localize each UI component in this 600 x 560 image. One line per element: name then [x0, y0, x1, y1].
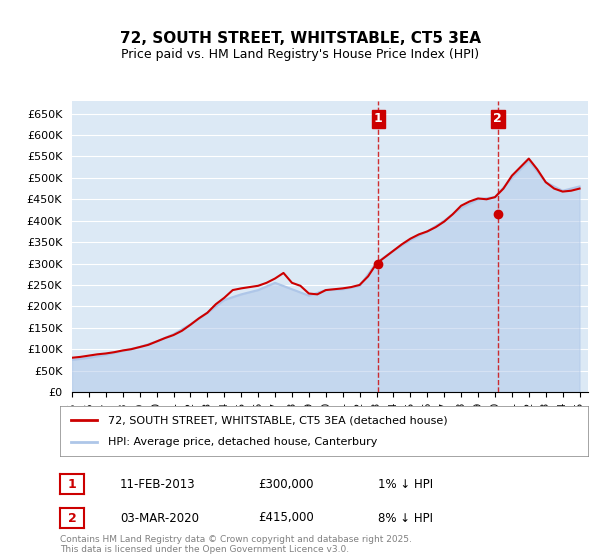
- Text: 72, SOUTH STREET, WHITSTABLE, CT5 3EA: 72, SOUTH STREET, WHITSTABLE, CT5 3EA: [119, 31, 481, 46]
- Text: Contains HM Land Registry data © Crown copyright and database right 2025.
This d: Contains HM Land Registry data © Crown c…: [60, 535, 412, 554]
- Text: Price paid vs. HM Land Registry's House Price Index (HPI): Price paid vs. HM Land Registry's House …: [121, 48, 479, 60]
- Text: 1: 1: [374, 113, 383, 125]
- Text: 03-MAR-2020: 03-MAR-2020: [120, 511, 199, 525]
- Text: £300,000: £300,000: [258, 478, 314, 491]
- Text: 8% ↓ HPI: 8% ↓ HPI: [378, 511, 433, 525]
- Text: 72, SOUTH STREET, WHITSTABLE, CT5 3EA (detached house): 72, SOUTH STREET, WHITSTABLE, CT5 3EA (d…: [107, 415, 447, 425]
- Text: 2: 2: [68, 511, 76, 525]
- Text: £415,000: £415,000: [258, 511, 314, 525]
- Text: 2: 2: [493, 113, 502, 125]
- Text: 1: 1: [68, 478, 76, 491]
- Text: HPI: Average price, detached house, Canterbury: HPI: Average price, detached house, Cant…: [107, 437, 377, 447]
- Text: 11-FEB-2013: 11-FEB-2013: [120, 478, 196, 491]
- Text: 1% ↓ HPI: 1% ↓ HPI: [378, 478, 433, 491]
